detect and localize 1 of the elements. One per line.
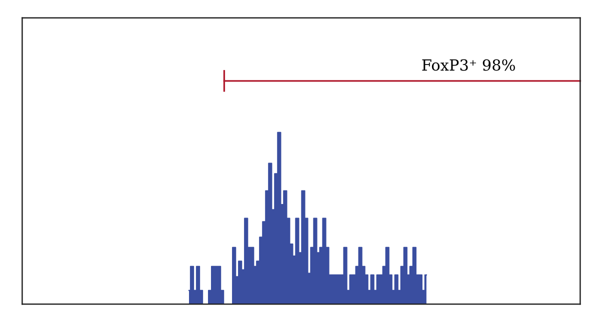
text: FoxP3⁺ 98% <box>422 59 515 71</box>
